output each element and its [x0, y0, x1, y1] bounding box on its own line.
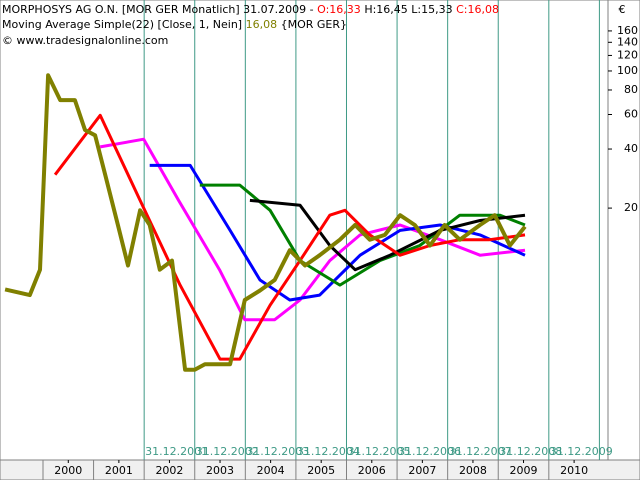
x-tick-label: 2008: [459, 464, 487, 477]
vertical-line-label: 31.12.2007: [449, 445, 512, 458]
y-tick-label: 80: [624, 83, 638, 96]
x-tick-label: 2002: [155, 464, 183, 477]
x-tick-label: 2010: [560, 464, 588, 477]
vertical-line-label: 31.12.2009: [550, 445, 613, 458]
series-line: [249, 198, 526, 272]
vertical-line-label: 31.12.2002: [196, 445, 259, 458]
title: MORPHOSYS AG O.N. [MOR GER Monatlich] 31…: [2, 3, 314, 16]
x-tick-label: 2006: [358, 464, 386, 477]
y-tick-label: 40: [624, 142, 638, 155]
series-line: [53, 113, 526, 361]
x-tick-label: 2004: [257, 464, 285, 477]
x-tick-label: 2007: [408, 464, 436, 477]
vertical-line-label: 31.12.2004: [297, 445, 360, 458]
y-tick-label: 160: [617, 24, 638, 37]
ohlc-low: L:15,33: [411, 3, 452, 16]
x-tick-label: 2005: [307, 464, 335, 477]
y-tick-label: 20: [624, 201, 638, 214]
vertical-line-label: 31.12.2005: [347, 445, 410, 458]
series-line: [199, 183, 526, 287]
y-tick-label: 100: [617, 64, 638, 77]
x-tick-label: 2001: [105, 464, 133, 477]
y-tick-label: 60: [624, 107, 638, 120]
ohlc-close: C:16,08: [456, 3, 499, 16]
y-axis-band: [607, 0, 640, 461]
y-tick-label: 140: [617, 35, 638, 48]
plot-area: [0, 0, 609, 461]
x-tick-label: 2009: [510, 464, 538, 477]
header: MORPHOSYS AG O.N. [MOR GER Monatlich] 31…: [2, 3, 499, 16]
indicator: Moving Average Simple(22) [Close, 1, Nei…: [2, 18, 242, 31]
ohlc-open: O:16,33: [317, 3, 361, 16]
ohlc-high: H:16,45: [364, 3, 407, 16]
vertical-line-label: 31.12.2008: [499, 445, 562, 458]
series-line: [99, 137, 526, 322]
indicator-line: Moving Average Simple(22) [Close, 1, Nei…: [2, 18, 347, 31]
indicator-symbol: {MOR GER}: [281, 18, 347, 31]
copyright: © www.tradesignalonline.com: [2, 34, 168, 47]
vertical-line-label: 31.12.2003: [246, 445, 309, 458]
series: [4, 73, 527, 372]
y-tick-label: 120: [617, 48, 638, 61]
currency: €: [619, 3, 626, 16]
indicator-value: 16,08: [246, 18, 278, 31]
vertical-line-label: 31.12.2001: [145, 445, 208, 458]
series-line: [4, 73, 527, 372]
vlines: 31.12.200131.12.200231.12.200331.12.2004…: [143, 0, 613, 460]
x-tick-label: 2003: [206, 464, 234, 477]
x-tick-label: 2000: [54, 464, 82, 477]
vertical-line-label: 31.12.2006: [398, 445, 461, 458]
